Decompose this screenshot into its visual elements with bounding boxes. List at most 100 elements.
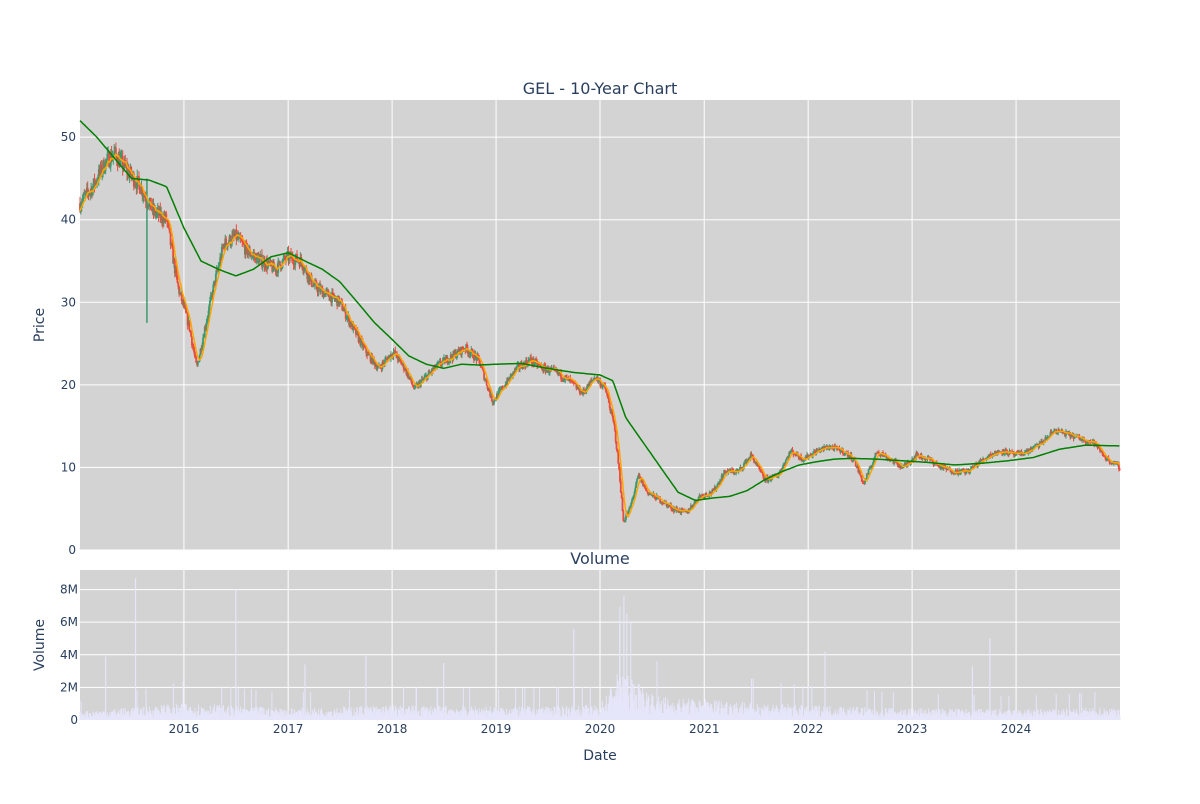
candle-body bbox=[613, 423, 616, 431]
candle-body bbox=[136, 176, 139, 189]
candle-body bbox=[432, 368, 435, 371]
candle-body bbox=[627, 509, 630, 514]
candle-body bbox=[860, 476, 863, 482]
candle-body bbox=[385, 358, 388, 360]
candle-body bbox=[922, 457, 925, 459]
candle-body bbox=[516, 364, 519, 367]
candle-body bbox=[750, 453, 753, 455]
candle-body bbox=[621, 498, 624, 512]
candle-body bbox=[842, 453, 845, 455]
candle-body bbox=[484, 379, 487, 381]
candle-body bbox=[302, 270, 305, 272]
candle-body bbox=[791, 449, 794, 452]
candle-body bbox=[291, 255, 294, 261]
candle-body bbox=[141, 187, 144, 197]
candle-body bbox=[1024, 451, 1027, 453]
candle-body bbox=[1103, 455, 1106, 457]
candle-body bbox=[361, 340, 364, 348]
candle-body bbox=[240, 239, 243, 241]
candle-body bbox=[169, 232, 172, 245]
candle-body bbox=[954, 469, 957, 474]
candle-body bbox=[538, 364, 541, 366]
candle-body bbox=[742, 463, 745, 469]
candle-body bbox=[709, 491, 712, 494]
candle-body bbox=[138, 183, 141, 194]
ma-short-line bbox=[79, 152, 1121, 518]
candle-body bbox=[1043, 440, 1046, 442]
candle-body bbox=[324, 292, 327, 297]
candle-body bbox=[619, 481, 622, 493]
candle-body bbox=[497, 390, 500, 398]
candle-body bbox=[346, 316, 349, 319]
candle-body bbox=[770, 479, 773, 481]
candle-body bbox=[246, 244, 249, 256]
candle-body bbox=[885, 455, 888, 460]
candle-body bbox=[857, 466, 860, 473]
candle-body bbox=[114, 147, 117, 155]
candle-body bbox=[820, 447, 823, 451]
candle-body bbox=[439, 360, 442, 365]
candle-body bbox=[619, 469, 621, 482]
x-tick-label: 2020 bbox=[585, 722, 616, 736]
candle-body bbox=[630, 503, 632, 508]
x-tick-label: 2023 bbox=[897, 722, 928, 736]
candle-body bbox=[638, 474, 641, 477]
x-tick-label: 2022 bbox=[793, 722, 824, 736]
price-y-tick-label: 30 bbox=[61, 295, 76, 309]
candle-body bbox=[711, 489, 714, 495]
candle-body bbox=[957, 474, 960, 475]
candle-body bbox=[82, 193, 85, 200]
candle-body bbox=[525, 360, 528, 364]
candle-body bbox=[96, 181, 98, 184]
candle-body bbox=[812, 451, 815, 454]
candle-body bbox=[601, 385, 604, 388]
candle-body bbox=[609, 408, 612, 414]
price-y-tick-label: 50 bbox=[61, 130, 76, 144]
candle-body bbox=[1047, 436, 1050, 438]
candle-body bbox=[368, 354, 371, 355]
candle-body bbox=[478, 359, 481, 366]
candle-body bbox=[794, 454, 796, 456]
candle-body bbox=[191, 345, 194, 347]
candle-body bbox=[712, 489, 714, 491]
candle-body bbox=[456, 349, 459, 356]
candle-body bbox=[292, 260, 295, 265]
price-chart-title: GEL - 10-Year Chart bbox=[523, 79, 678, 98]
candle-body bbox=[617, 452, 620, 464]
candle-body bbox=[942, 465, 945, 470]
candle-body bbox=[428, 371, 431, 373]
candle-body bbox=[301, 262, 304, 268]
candle-body bbox=[119, 158, 122, 167]
candle-body bbox=[612, 415, 614, 421]
ma-long-line bbox=[79, 120, 1120, 502]
x-tick-labels: 2016 2017 2018 2019 2020 2021 2022 2023 2024 bbox=[169, 722, 1032, 736]
x-tick-label: 2021 bbox=[689, 722, 720, 736]
candle-body bbox=[303, 267, 306, 271]
candle-body bbox=[572, 380, 574, 382]
candle-body bbox=[124, 160, 127, 166]
candle-body bbox=[512, 371, 515, 377]
candle-body bbox=[471, 349, 474, 351]
candle-body bbox=[782, 465, 785, 470]
candle-body bbox=[670, 504, 673, 509]
candle-body bbox=[865, 474, 868, 480]
candle-body bbox=[84, 193, 87, 195]
candle-body bbox=[120, 155, 122, 159]
candle-body bbox=[955, 469, 958, 471]
candle-body bbox=[636, 478, 638, 483]
candle-body bbox=[356, 330, 359, 334]
candle-body bbox=[636, 476, 639, 479]
candle-body bbox=[900, 465, 903, 469]
candle-body bbox=[739, 466, 742, 469]
candle-body bbox=[624, 519, 626, 522]
candle-body bbox=[352, 324, 355, 331]
candle-body bbox=[789, 450, 792, 454]
candle-body bbox=[398, 356, 401, 359]
candle-body bbox=[915, 452, 918, 459]
candle-body bbox=[634, 487, 637, 492]
candle-body bbox=[448, 359, 450, 363]
candle-body bbox=[377, 365, 380, 368]
candle-body bbox=[225, 238, 227, 245]
